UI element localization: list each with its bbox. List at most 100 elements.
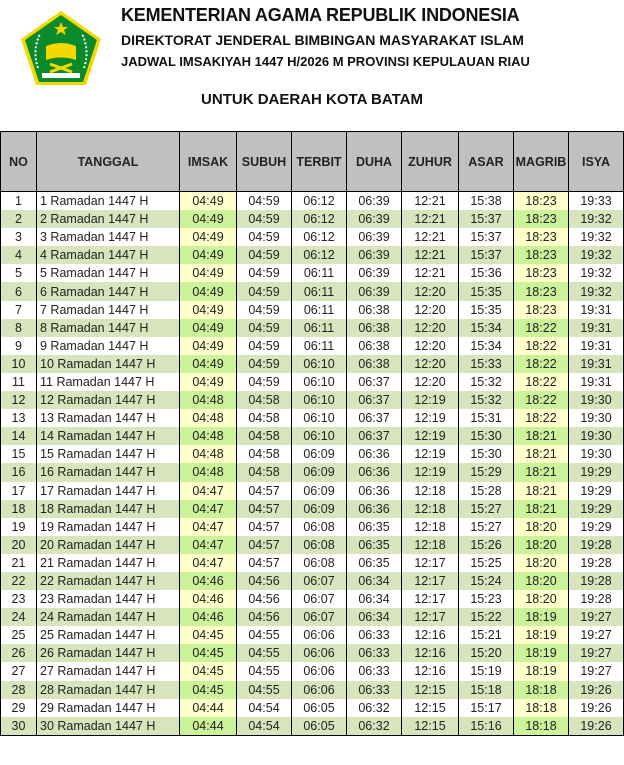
cell-imsak: 04:48 xyxy=(179,445,237,464)
column-header-tanggal: TANGGAL xyxy=(36,131,180,192)
cell-isya: 19:32 xyxy=(568,246,624,265)
cell-no: 1 xyxy=(0,191,37,211)
cell-magrib: 18:20 xyxy=(513,517,569,536)
cell-isya: 19:29 xyxy=(568,517,624,536)
cell-no: 26 xyxy=(0,644,37,663)
cell-imsak: 04:47 xyxy=(179,517,237,536)
cell-imsak: 04:45 xyxy=(179,644,237,663)
cell-tanggal: 16 Ramadan 1447 H xyxy=(36,463,180,482)
cell-duha: 06:35 xyxy=(346,553,402,572)
cell-isya: 19:32 xyxy=(568,282,624,301)
cell-asar: 15:23 xyxy=(458,590,514,609)
table-row: 11 11 Ramadan 1447 H 04:49 04:59 06:10 06:37 1… xyxy=(0,372,624,392)
cell-duha: 06:39 xyxy=(346,282,402,301)
cell-imsak: 04:49 xyxy=(179,264,237,283)
kemenag-logo xyxy=(21,11,101,85)
table-row: 17 17 Ramadan 1447 H 04:47 04:57 06:09 06:36 1… xyxy=(0,481,624,500)
cell-asar: 15:30 xyxy=(458,445,514,464)
cell-tanggal: 19 Ramadan 1447 H xyxy=(36,517,180,536)
table-row: 15 15 Ramadan 1447 H 04:48 04:58 06:09 06:36 1… xyxy=(0,445,624,464)
cell-zuhur: 12:17 xyxy=(401,608,459,627)
cell-tanggal: 7 Ramadan 1447 H xyxy=(36,300,180,319)
cell-terbit: 06:11 xyxy=(291,282,347,301)
cell-imsak: 04:49 xyxy=(179,246,237,265)
cell-terbit: 06:09 xyxy=(291,463,347,482)
cell-asar: 15:32 xyxy=(458,391,514,410)
cell-zuhur: 12:16 xyxy=(401,644,459,663)
cell-no: 18 xyxy=(0,499,37,518)
cell-duha: 06:38 xyxy=(346,336,402,355)
cell-magrib: 18:19 xyxy=(513,626,569,645)
table-row: 10 10 Ramadan 1447 H 04:49 04:59 06:10 06:38 1… xyxy=(0,354,624,373)
cell-zuhur: 12:21 xyxy=(401,246,459,265)
cell-imsak: 04:45 xyxy=(179,680,237,699)
cell-zuhur: 12:21 xyxy=(401,264,459,283)
cell-asar: 15:17 xyxy=(458,698,514,717)
cell-tanggal: 4 Ramadan 1447 H xyxy=(36,246,180,265)
cell-isya: 19:28 xyxy=(568,553,624,572)
cell-isya: 19:31 xyxy=(568,354,624,373)
column-header-terbit: TERBIT xyxy=(291,131,347,192)
cell-magrib: 18:21 xyxy=(513,499,569,518)
cell-zuhur: 12:20 xyxy=(401,300,459,319)
cell-isya: 19:26 xyxy=(568,716,624,736)
column-header-zuhur: ZUHUR xyxy=(401,131,459,192)
cell-magrib: 18:21 xyxy=(513,427,569,446)
cell-asar: 15:35 xyxy=(458,300,514,319)
cell-isya: 19:32 xyxy=(568,210,624,229)
cell-asar: 15:18 xyxy=(458,680,514,699)
cell-tanggal: 5 Ramadan 1447 H xyxy=(36,264,180,283)
cell-terbit: 06:12 xyxy=(291,228,347,247)
cell-terbit: 06:07 xyxy=(291,590,347,609)
cell-tanggal: 10 Ramadan 1447 H xyxy=(36,354,180,373)
cell-magrib: 18:23 xyxy=(513,246,569,265)
cell-asar: 15:32 xyxy=(458,372,514,392)
cell-imsak: 04:49 xyxy=(179,282,237,301)
cell-tanggal: 1 Ramadan 1447 H xyxy=(36,191,180,211)
cell-tanggal: 24 Ramadan 1447 H xyxy=(36,608,180,627)
cell-duha: 06:37 xyxy=(346,372,402,392)
column-header-magrib: MAGRIB xyxy=(513,131,569,192)
cell-magrib: 18:23 xyxy=(513,191,569,211)
cell-asar: 15:31 xyxy=(458,409,514,428)
cell-duha: 06:39 xyxy=(346,246,402,265)
cell-tanggal: 3 Ramadan 1447 H xyxy=(36,228,180,247)
cell-terbit: 06:06 xyxy=(291,644,347,663)
cell-zuhur: 12:18 xyxy=(401,499,459,518)
cell-terbit: 06:10 xyxy=(291,391,347,410)
cell-terbit: 06:09 xyxy=(291,481,347,500)
cell-duha: 06:33 xyxy=(346,626,402,645)
cell-asar: 15:26 xyxy=(458,535,514,554)
cell-duha: 06:39 xyxy=(346,228,402,247)
cell-isya: 19:27 xyxy=(568,644,624,663)
cell-zuhur: 12:19 xyxy=(401,445,459,464)
cell-zuhur: 12:20 xyxy=(401,372,459,392)
cell-no: 9 xyxy=(0,336,37,355)
cell-duha: 06:39 xyxy=(346,191,402,211)
cell-subuh: 04:57 xyxy=(236,553,292,572)
cell-subuh: 04:59 xyxy=(236,300,292,319)
cell-subuh: 04:59 xyxy=(236,318,292,337)
cell-terbit: 06:12 xyxy=(291,210,347,229)
cell-asar: 15:38 xyxy=(458,191,514,211)
cell-tanggal: 2 Ramadan 1447 H xyxy=(36,210,180,229)
column-header-subuh: SUBUH xyxy=(236,131,292,192)
cell-imsak: 04:45 xyxy=(179,662,237,681)
cell-terbit: 06:11 xyxy=(291,336,347,355)
cell-no: 7 xyxy=(0,300,37,319)
cell-no: 2 xyxy=(0,210,37,229)
cell-isya: 19:32 xyxy=(568,264,624,283)
table-row: 16 16 Ramadan 1447 H 04:48 04:58 06:09 06:36 1… xyxy=(0,463,624,482)
cell-tanggal: 6 Ramadan 1447 H xyxy=(36,282,180,301)
cell-subuh: 04:54 xyxy=(236,698,292,717)
cell-subuh: 04:59 xyxy=(236,354,292,373)
cell-no: 19 xyxy=(0,517,37,536)
cell-isya: 19:30 xyxy=(568,445,624,464)
cell-imsak: 04:47 xyxy=(179,553,237,572)
cell-subuh: 04:59 xyxy=(236,336,292,355)
cell-no: 14 xyxy=(0,427,37,446)
